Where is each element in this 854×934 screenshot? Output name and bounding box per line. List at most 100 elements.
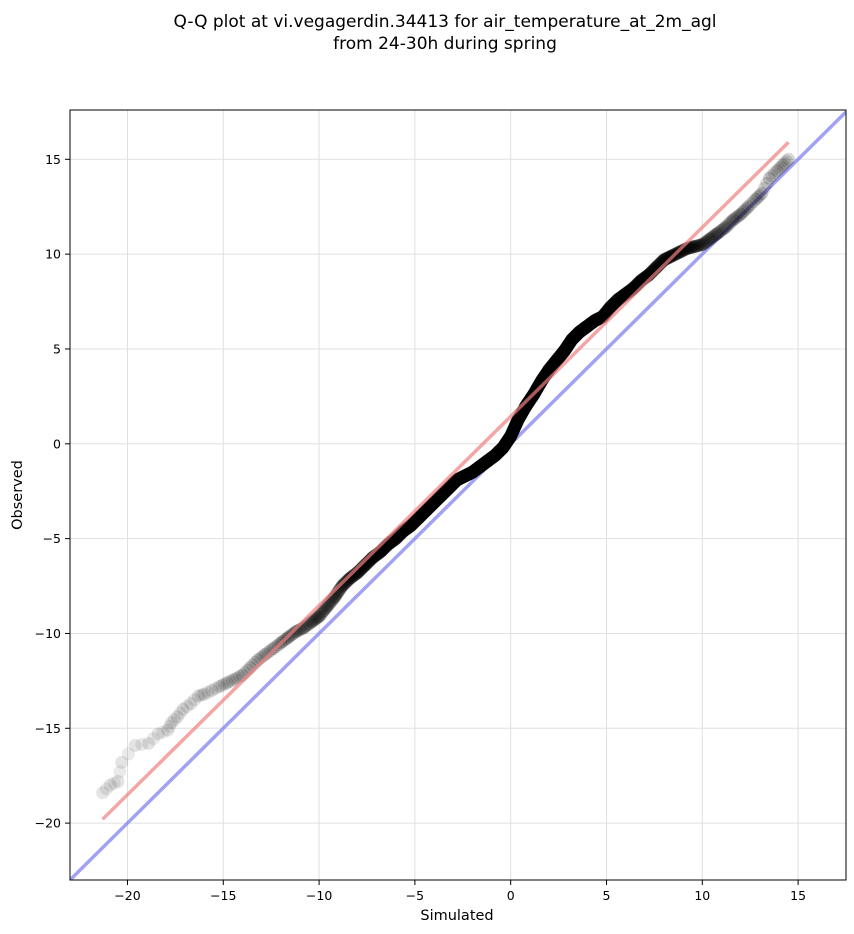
quantile-point [151, 727, 165, 741]
quantile-point [165, 716, 179, 730]
quantile-point [317, 604, 331, 618]
quantile-point [753, 188, 767, 202]
quantile-point [336, 578, 350, 592]
quantile-point [778, 156, 792, 170]
quantile-point [142, 736, 156, 750]
quantile-point [691, 239, 705, 253]
quantile-point [780, 154, 794, 168]
quantile-point [755, 186, 769, 200]
quantile-point [660, 251, 674, 265]
quantile-point [289, 625, 303, 639]
quantile-point [686, 240, 700, 254]
quantile-point [318, 602, 332, 616]
quantile-point [345, 570, 359, 584]
quantile-point [334, 581, 348, 595]
quantile-point [734, 207, 748, 221]
quantile-point [156, 725, 170, 739]
y-tick-label: 15 [45, 152, 61, 167]
fit-line [101, 140, 790, 821]
quantile-point [261, 645, 275, 659]
x-tick-label: −15 [210, 888, 236, 903]
quantile-point [689, 239, 703, 253]
quantile-point [704, 231, 718, 245]
x-tick-label: 10 [694, 888, 710, 903]
x-tick-label: 0 [507, 888, 515, 903]
quantile-point [720, 219, 734, 233]
quantile-point [264, 644, 278, 658]
quantile-point [184, 697, 198, 711]
quantile-point [737, 204, 751, 218]
y-axis-label: Observed [10, 460, 26, 530]
chart-title-line-1: Q-Q plot at vi.vegagerdin.34413 for air_… [173, 12, 716, 32]
quantile-point [343, 571, 357, 585]
quantile-point [698, 235, 712, 249]
quantile-point [314, 607, 328, 621]
quantile-point [197, 687, 211, 701]
quantile-point [675, 244, 689, 258]
y-tick-label: 0 [53, 436, 61, 451]
quantile-point [99, 782, 113, 796]
quantile-point [115, 755, 129, 769]
quantile-point [746, 195, 760, 209]
quantile-point [730, 210, 744, 224]
quantile-point [765, 169, 779, 183]
quantile-point [225, 673, 239, 687]
quantile-point [201, 685, 215, 699]
quantile-point [180, 699, 194, 713]
quantile-point [695, 238, 709, 252]
quantile-point [113, 765, 127, 779]
quantile-point [726, 213, 740, 227]
y-tick-label: −15 [35, 721, 61, 736]
quantile-point [191, 689, 205, 703]
y-tick-label: 5 [53, 341, 61, 356]
grid [70, 110, 846, 880]
plot-frame [69, 109, 847, 881]
quantile-point [307, 613, 321, 627]
x-tick-label: −20 [114, 888, 140, 903]
quantile-point [688, 240, 702, 254]
quantile-point [309, 612, 323, 626]
quantile-points [96, 140, 796, 821]
quantile-point [188, 693, 202, 707]
quantile-point [709, 227, 723, 241]
quantile-point [728, 212, 742, 226]
x-tick-label: −10 [306, 888, 332, 903]
y-tick-label: −5 [43, 531, 61, 546]
quantile-point [146, 732, 160, 746]
quantile-point [674, 245, 688, 259]
quantile-point [311, 611, 325, 625]
quantile-point [220, 676, 234, 690]
quantile-point [700, 234, 714, 248]
x-axis-label: Simulated [420, 908, 493, 924]
quantile-point [716, 222, 730, 236]
quantile-point [732, 209, 746, 223]
quantile-point [103, 778, 117, 792]
quantile-point [685, 240, 699, 254]
quantile-point [718, 221, 732, 235]
quantile-point [194, 688, 208, 702]
quantile-point [767, 166, 781, 180]
quantile-point [228, 672, 242, 686]
quantile-point [215, 678, 229, 692]
quantile-point [339, 575, 353, 589]
x-tick-label: 5 [603, 888, 611, 903]
quantile-point [341, 573, 355, 587]
quantile-point [701, 233, 715, 247]
y-tick-label: 10 [45, 247, 61, 262]
y-tick-label: −10 [35, 626, 61, 641]
quantile-point [662, 250, 676, 264]
x-tick-label: 15 [790, 888, 806, 903]
quantile-point [312, 609, 326, 623]
reference-lines [70, 110, 846, 880]
quantile-point [128, 738, 142, 752]
quantile-point [121, 747, 135, 761]
quantile-point [205, 683, 219, 697]
axis-ticks: −20 −15 −10 −5 0 5 10 15 −20 −15 −10 −5 0 5 10 15 [35, 152, 806, 903]
quantile-point [223, 674, 237, 688]
quantile-point [315, 606, 329, 620]
quantile-point [161, 723, 175, 737]
chart-title-line-2: from 24-30h during spring [333, 34, 557, 54]
quantile-point [757, 181, 771, 195]
quantile-point [722, 217, 736, 231]
